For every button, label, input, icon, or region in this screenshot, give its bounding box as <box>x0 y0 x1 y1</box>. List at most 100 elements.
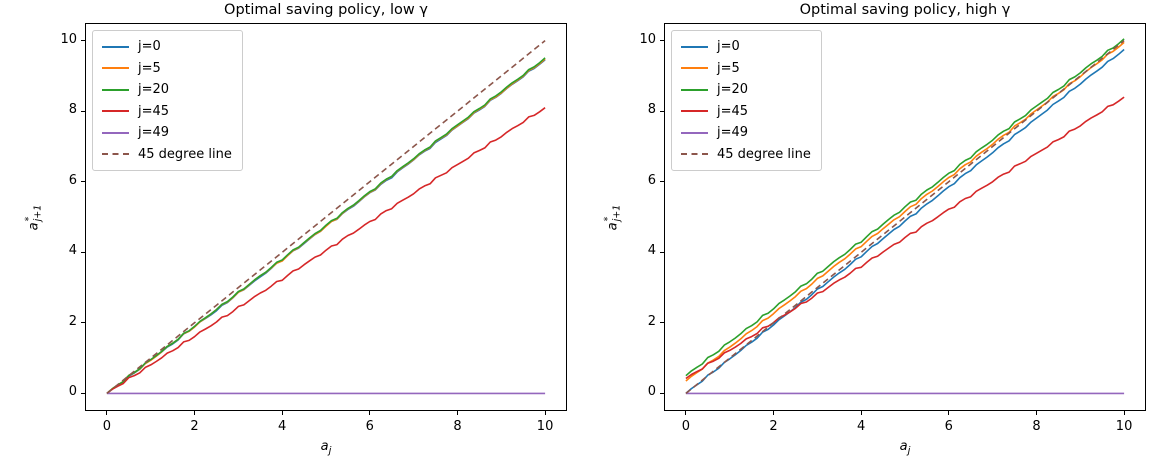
legend-line-swatch <box>681 88 708 91</box>
legend-entry: j=45 <box>681 101 811 123</box>
subplot-low-gamma: Optimal saving policy, low γ a * j+1 j=0 j=… <box>24 2 567 457</box>
ylabel-superscript-subscript: * j+1 <box>23 204 44 221</box>
y-tick-mark <box>81 40 85 42</box>
x-tick-mark <box>544 411 546 415</box>
legend-label: 45 degree line <box>717 146 811 162</box>
legend-line-swatch <box>681 45 708 48</box>
legend-line-swatch <box>102 110 129 113</box>
x-tick-mark <box>1123 411 1125 415</box>
y-tick-label: 4 <box>68 243 77 259</box>
ylabel-superscript-subscript: * j+1 <box>602 204 623 221</box>
legend-line-swatch <box>102 67 129 70</box>
x-tick-label: 10 <box>536 419 554 434</box>
legend-label: j=5 <box>138 60 161 76</box>
y-tick-label: 0 <box>647 384 656 400</box>
legend-label: j=0 <box>717 39 740 55</box>
y-axis-label: a * j+1 <box>602 204 623 230</box>
y-tick-label: 8 <box>68 102 77 118</box>
legend-label: j=45 <box>138 103 170 119</box>
x-tick-mark <box>860 411 862 415</box>
series-line-j-5 <box>685 41 1125 382</box>
legend-entry: j=0 <box>102 36 232 58</box>
x-tick-label: 6 <box>365 419 374 434</box>
legend-entry: j=0 <box>681 36 811 58</box>
subplot-high-gamma: Optimal saving policy, high γ a * j+1 j=0 j… <box>603 2 1146 457</box>
legend-line-swatch <box>102 88 129 91</box>
x-tick-mark <box>106 411 108 415</box>
legend-entry: j=49 <box>102 122 232 144</box>
x-tick-mark <box>194 411 196 415</box>
x-tick-label: 0 <box>681 419 691 434</box>
y-tick-mark <box>660 322 664 324</box>
legend-label: 45 degree line <box>138 146 232 162</box>
y-tick-label: 6 <box>68 172 77 188</box>
series-line-45-degree-line <box>106 39 546 395</box>
y-tick-label: 4 <box>647 243 656 259</box>
plot-area <box>106 39 546 395</box>
y-tick-label: 2 <box>68 313 77 329</box>
y-tick-mark <box>660 181 664 183</box>
legend-label: j=20 <box>717 82 749 98</box>
x-tick-mark <box>369 411 371 415</box>
x-tick-mark <box>773 411 775 415</box>
x-tick-label: 8 <box>453 419 462 434</box>
x-tick-mark <box>948 411 950 415</box>
x-tick-label: 2 <box>769 419 778 434</box>
y-axis-label: a * j+1 <box>23 204 44 230</box>
legend-entry: j=5 <box>681 58 811 80</box>
legend-line-swatch <box>681 67 708 70</box>
legend-label: j=20 <box>138 82 170 98</box>
legend: j=0 j=5 j=20 j=45 j=49 45 degree line <box>92 30 243 171</box>
y-tick-label: 10 <box>60 31 77 47</box>
legend-line-swatch <box>681 131 708 134</box>
series-line-j-20 <box>685 38 1125 377</box>
legend-label: j=5 <box>717 60 740 76</box>
legend-line-swatch <box>102 153 129 156</box>
legend-label: j=0 <box>138 39 161 55</box>
x-tick-label: 0 <box>102 419 112 434</box>
legend-line-swatch <box>681 110 708 113</box>
legend-entry: j=45 <box>102 101 232 123</box>
x-tick-label: 8 <box>1032 419 1041 434</box>
legend: j=0 j=5 j=20 j=45 j=49 45 degree line <box>671 30 822 171</box>
x-tick-label: 6 <box>944 419 953 434</box>
legend-label: j=45 <box>717 103 749 119</box>
legend-line-swatch <box>681 153 708 156</box>
plot-area <box>685 38 1125 395</box>
series-line-j-20 <box>106 57 546 395</box>
x-axis-label: aj <box>899 439 911 457</box>
series-line-j-0 <box>685 48 1125 395</box>
x-tick-label: 2 <box>190 419 199 434</box>
y-tick-mark <box>660 40 664 42</box>
x-tick-label: 4 <box>278 419 287 434</box>
x-tick-mark <box>281 411 283 415</box>
y-tick-mark <box>660 110 664 112</box>
series-line-45-degree-line <box>685 39 1125 395</box>
x-axis-label: aj <box>320 439 332 457</box>
y-tick-label: 0 <box>68 384 77 400</box>
series-line-j-45 <box>106 107 546 395</box>
x-tick-label: 4 <box>857 419 866 434</box>
legend-entry: j=20 <box>681 79 811 101</box>
legend-line-swatch <box>102 45 129 48</box>
y-tick-label: 8 <box>647 102 656 118</box>
legend-label: j=49 <box>138 125 170 141</box>
y-tick-label: 2 <box>647 313 656 329</box>
legend-label: j=49 <box>717 125 749 141</box>
chart-title-low-gamma: Optimal saving policy, low γ <box>224 2 428 18</box>
x-tick-label: 10 <box>1115 419 1133 434</box>
y-tick-mark <box>81 110 85 112</box>
series-line-j-45 <box>685 96 1125 380</box>
axes-spines <box>664 23 1146 411</box>
legend-entry: 45 degree line <box>681 144 811 166</box>
legend-entry: j=20 <box>102 79 232 101</box>
chart-title-high-gamma: Optimal saving policy, high γ <box>799 2 1011 18</box>
x-tick-mark <box>685 411 687 415</box>
y-tick-mark <box>660 392 664 394</box>
x-tick-mark <box>1035 411 1037 415</box>
legend-entry: j=49 <box>681 122 811 144</box>
x-tick-mark <box>456 411 458 415</box>
y-tick-mark <box>81 251 85 253</box>
y-tick-mark <box>81 322 85 324</box>
